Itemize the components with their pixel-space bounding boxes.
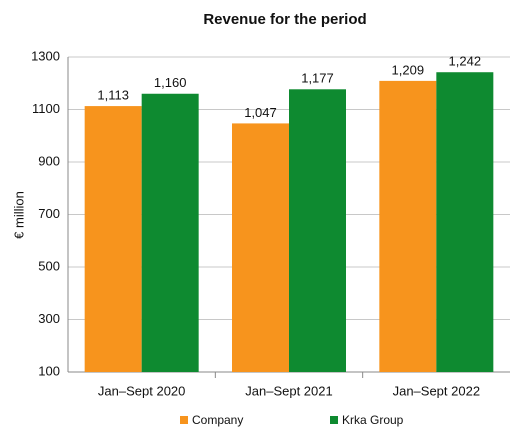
value-label: 1,209 — [392, 62, 425, 77]
x-tick-label: Jan–Sept 2020 — [98, 383, 185, 398]
y-tick-label: 500 — [38, 258, 60, 273]
y-tick-label: 1300 — [31, 48, 60, 63]
y-tick-label: 1100 — [32, 101, 60, 116]
legend-swatch — [330, 416, 338, 424]
value-label: 1,242 — [449, 54, 482, 69]
legend-label: Company — [192, 413, 243, 427]
value-label: 1,160 — [154, 75, 187, 90]
value-label: 1,047 — [244, 105, 277, 120]
legend-swatch — [180, 416, 188, 424]
y-tick-label: 300 — [38, 311, 60, 326]
bar — [289, 89, 346, 372]
y-tick-label: 700 — [38, 206, 60, 221]
x-tick-label: Jan–Sept 2021 — [245, 383, 332, 398]
value-label: 1,113 — [97, 88, 129, 103]
y-tick-label: 100 — [38, 363, 60, 378]
bar — [379, 80, 437, 372]
value-label: 1,177 — [301, 71, 334, 86]
legend-label: Krka Group — [342, 413, 404, 427]
bar — [141, 93, 199, 372]
chart-title: Revenue for the period — [203, 11, 366, 28]
y-tick-label: 900 — [38, 153, 60, 168]
bar — [84, 106, 142, 373]
bar — [436, 72, 494, 372]
bar — [232, 123, 289, 372]
y-axis-label: € million — [11, 191, 26, 239]
x-tick-label: Jan–Sept 2022 — [393, 383, 480, 398]
